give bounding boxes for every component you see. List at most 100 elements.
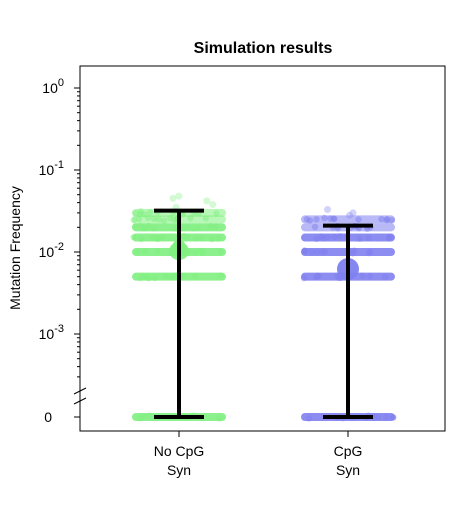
data-point [140,210,148,218]
data-point [217,272,225,279]
data-point [311,223,319,231]
data-point [145,222,152,230]
data-point [308,248,315,255]
y-tick-base: 10 [39,326,55,342]
outlier-point [324,205,332,213]
data-point [389,414,397,421]
data-point [137,222,144,230]
data-point [208,235,216,243]
data-point [319,248,326,255]
data-point [183,234,191,241]
data-point [315,273,322,280]
data-point [215,235,222,242]
data-point [331,233,338,241]
data-point [171,216,178,224]
data-point [382,273,389,281]
data-point [190,225,197,232]
data-point [130,216,137,224]
y-tick-label: 10-1 [39,159,64,178]
y-tick-base: 10 [39,162,55,178]
data-point [137,414,144,422]
data-point [383,216,391,223]
outlier-point [346,211,354,219]
y-tick-exponent: -1 [54,159,64,171]
data-point [154,248,161,255]
data-point [305,415,313,422]
data-point [387,233,394,241]
data-point [146,412,153,419]
data-point [388,217,396,224]
data-point [191,272,199,280]
chart-title: Simulation results [194,40,333,57]
data-point [313,235,320,243]
data-point [150,225,158,232]
y-axis-label: Mutation Frequency [7,186,23,310]
data-point [135,215,143,223]
outlier-point [175,192,183,200]
y-tick-label: 0 [44,409,52,425]
data-point [146,209,154,216]
data-point [366,272,374,280]
data-point [321,214,328,222]
x-axis: No CpG Syn CpG Syn [154,431,363,478]
data-point [143,274,151,281]
data-point [313,216,320,223]
data-point [207,223,214,230]
y-tick-label: 100 [42,77,64,96]
data-point [142,247,149,255]
data-point [213,210,220,217]
data-point [300,274,308,282]
data-point [356,235,363,242]
data-point [151,274,159,282]
data-point [313,248,321,256]
data-point [318,233,325,240]
data-point [138,235,145,243]
data-point [130,233,137,241]
data-point [349,250,357,257]
y-tick-label: 10-3 [39,323,64,342]
data-point [134,248,141,255]
y-tick-label: 10-2 [39,241,64,260]
outlier-point [169,194,177,202]
x-tick-label: Syn [167,462,191,478]
data-point [212,223,219,230]
data-point [159,233,166,241]
plot-marks [130,192,397,422]
data-point [359,272,366,280]
y-tick-exponent: -2 [54,241,64,253]
data-point [137,274,144,282]
data-point [132,223,139,230]
data-point [171,225,179,232]
data-point [154,235,161,243]
data-point [336,233,344,240]
data-point [365,249,373,257]
data-point [217,248,225,255]
data-point [378,215,385,223]
data-point [216,415,223,422]
y-tick-exponent: 0 [58,77,64,89]
y-tick-base: 10 [39,244,55,260]
outlier-point [203,197,211,205]
outlier-point [209,200,217,208]
y-tick-base: 10 [42,80,58,96]
data-point [150,215,158,222]
series-group [130,192,226,422]
data-point [303,216,311,223]
data-point [355,216,362,223]
data-point [192,235,200,242]
data-point [365,234,372,242]
axis-break-mark [73,387,87,395]
data-point [301,248,308,256]
data-point [180,272,187,280]
x-tick-label: Syn [336,462,360,478]
data-point [132,209,139,217]
outlier-point [349,209,357,217]
data-point [327,215,334,222]
data-point [198,247,205,255]
x-tick-label: CpG [334,443,363,459]
data-point [382,413,390,421]
axis-break-mark [73,397,87,405]
x-tick-label: No CpG [154,443,205,459]
